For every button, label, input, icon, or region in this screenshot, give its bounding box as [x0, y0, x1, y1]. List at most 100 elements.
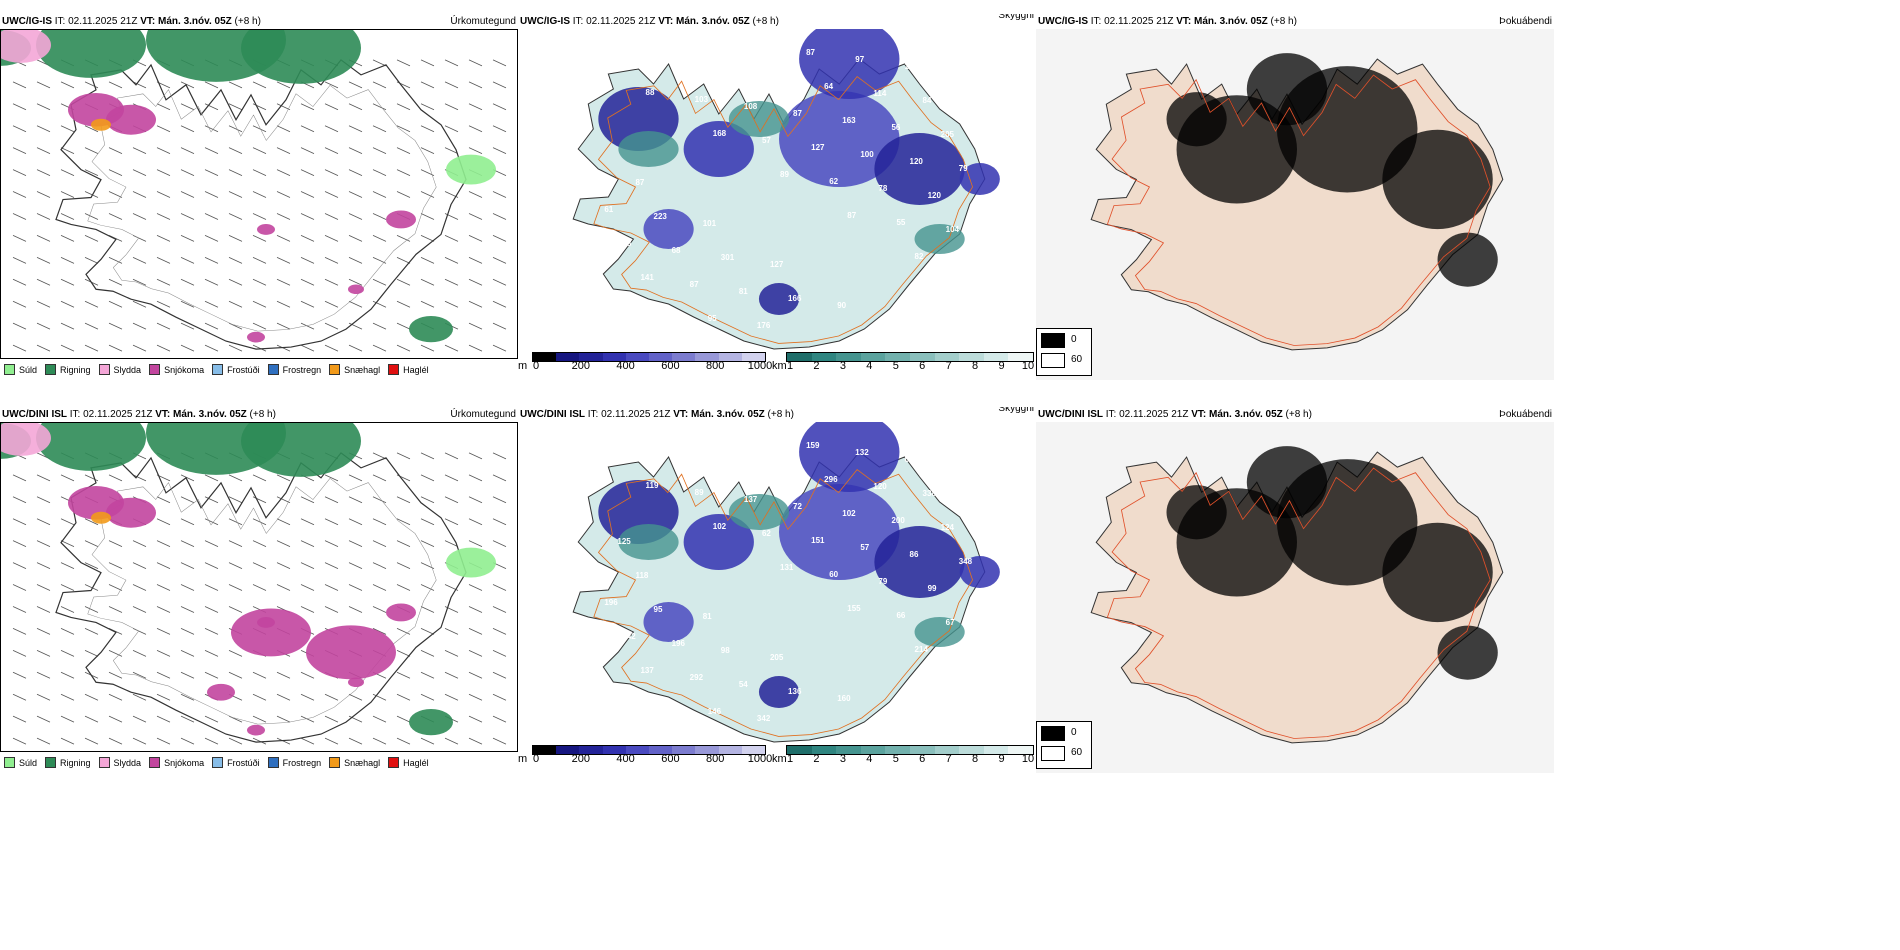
wind-barb	[396, 693, 411, 701]
wind-barb	[420, 737, 435, 745]
wind-barb	[156, 649, 171, 657]
wind-barb	[444, 59, 459, 67]
valid-time: Mán. 3.nóv. 05Z	[676, 16, 750, 27]
wind-barb	[444, 540, 459, 548]
color-step	[885, 353, 910, 361]
wind-barb	[180, 125, 195, 133]
wind-barb	[228, 169, 243, 176]
fog-key-swatch	[1041, 746, 1065, 761]
wind-barb	[156, 191, 171, 198]
wind-barb	[348, 715, 363, 723]
low-visibility-area	[874, 526, 965, 598]
visibility-value-label: 183	[677, 61, 691, 70]
wind-barb	[396, 59, 411, 67]
legend-item: Slydda	[98, 757, 141, 768]
wind-barb	[372, 562, 387, 569]
visibility-value-label: 66	[896, 611, 905, 620]
wind-barb	[132, 81, 147, 89]
wind-barb	[132, 584, 147, 591]
wind-barb	[444, 235, 459, 242]
wind-barb	[180, 693, 195, 701]
wind-barb	[36, 125, 51, 133]
wind-barb	[204, 235, 219, 242]
visibility-value-label: 338	[923, 489, 937, 498]
wind-barb	[324, 256, 339, 264]
it-label: IT:	[1105, 409, 1117, 420]
init-time: 02.11.2025 21Z	[601, 409, 671, 420]
wind-barb	[156, 344, 171, 352]
precip-map[interactable]	[0, 29, 518, 380]
wind-barb	[468, 278, 483, 286]
wind-barb	[84, 540, 99, 548]
visibility-map[interactable]: 89 119 102 131 155 214 396 111 89 62 60 66 52 53 160 13…	[518, 422, 1036, 749]
wind-barb	[84, 628, 99, 635]
precip-area	[446, 547, 496, 578]
wind-barb	[132, 715, 147, 723]
color-step	[959, 353, 984, 361]
wind-barb	[420, 518, 435, 526]
wind-barb	[204, 584, 219, 591]
wind-barb	[468, 300, 483, 308]
legend-swatch	[212, 757, 224, 768]
wind-barb	[60, 300, 75, 308]
wind-barb	[420, 649, 435, 657]
wind-barb	[492, 584, 507, 591]
wind-barb	[348, 322, 363, 330]
visibility-value-label: 149	[775, 75, 789, 84]
wind-barb	[276, 235, 291, 242]
wind-barb	[492, 606, 507, 613]
wind-barb	[180, 584, 195, 591]
scale-tick: 600	[661, 360, 680, 372]
wind-barb	[492, 540, 507, 548]
precip-map[interactable]	[0, 422, 518, 773]
wind-barb	[36, 256, 51, 264]
visibility-value-label: 79	[627, 54, 636, 63]
wind-barb	[300, 191, 315, 198]
wind-barb	[204, 737, 219, 745]
scale-tick: 8	[972, 753, 979, 765]
color-step	[934, 353, 960, 361]
wind-barb	[420, 452, 435, 460]
wind-barb	[444, 737, 459, 745]
wind-barb	[180, 191, 195, 198]
legend-swatch	[388, 757, 400, 768]
wind-barb	[276, 671, 291, 679]
wind-barb	[108, 344, 123, 352]
wind-barb	[348, 300, 363, 308]
wind-barb	[84, 256, 99, 264]
wind-barb	[396, 584, 411, 591]
wind-barb	[180, 671, 195, 679]
wind-barb	[300, 693, 315, 701]
fog-map[interactable]	[1036, 422, 1554, 773]
wind-barb	[204, 191, 219, 198]
wind-barb	[60, 562, 75, 569]
wind-barb	[36, 649, 51, 657]
wind-barb	[372, 235, 387, 242]
wind-barb	[468, 322, 483, 330]
wind-barb	[156, 125, 171, 133]
wind-barb	[276, 322, 291, 330]
wind-barb	[300, 256, 315, 264]
visibility-value-label: 135	[995, 232, 1009, 241]
scale-tick: 9	[998, 753, 1005, 765]
visibility-map[interactable]: 161 88 168 89 87 82 111 79 103 57 62 55 73 780 183 108 1…	[518, 29, 1036, 356]
wind-barb	[252, 278, 267, 286]
wind-barb	[60, 474, 75, 482]
scale-tick: 10	[1021, 360, 1035, 372]
visibility-value-label: 168	[713, 129, 727, 138]
wind-barb	[228, 737, 243, 745]
wind-barb	[180, 562, 195, 569]
wind-barb	[396, 344, 411, 352]
fog-map[interactable]	[1036, 29, 1554, 380]
coastline	[55, 59, 467, 350]
wind-barb	[180, 628, 195, 635]
wind-barb	[300, 518, 315, 526]
wind-barb	[348, 344, 363, 352]
wind-barb	[276, 191, 291, 198]
legend-item: Frostúði	[212, 757, 260, 768]
wind-barb	[252, 584, 267, 591]
wind-barb	[444, 278, 459, 286]
wind-barb	[444, 649, 459, 657]
visibility-value-label: 111	[627, 447, 640, 456]
color-step	[741, 353, 765, 361]
